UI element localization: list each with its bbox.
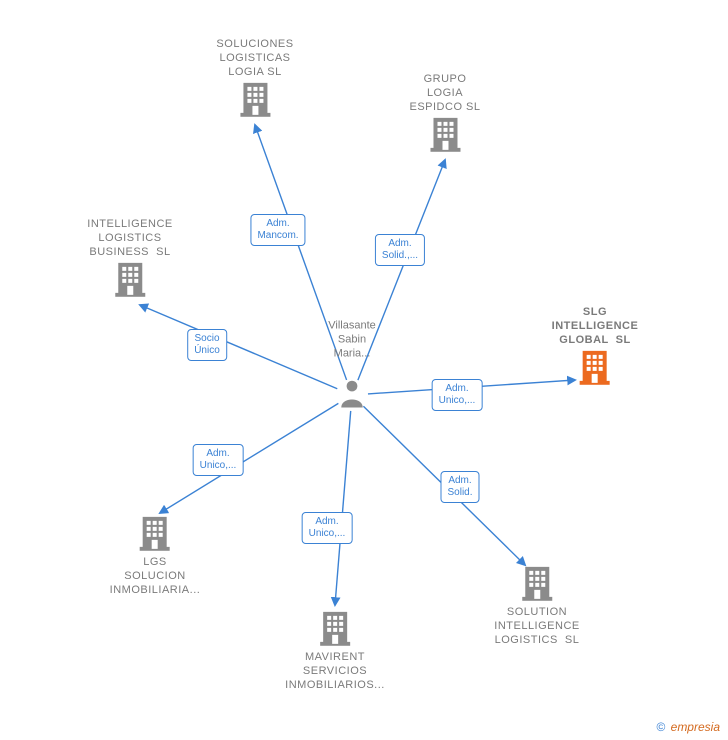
edge-line [160,403,338,513]
edge-line [140,305,337,389]
building-icon [110,515,201,556]
node-mavirent[interactable]: MAVIRENT SERVICIOS INMOBILIARIOS... [285,608,385,692]
edge-label: Adm. Unico,... [302,512,353,544]
copyright-symbol: © [656,720,665,734]
network-diagram: Villasante Sabin Maria... SOLUCIONES LOG… [0,0,728,740]
brand-name: empresia [671,720,720,734]
node-label: MAVIRENT SERVICIOS INMOBILIARIOS... [285,651,385,692]
edge-label: Adm. Solid.,... [375,234,425,266]
node-label: SOLUTION INTELLIGENCE LOGISTICS SL [494,606,579,647]
node-label: LGS SOLUCION INMOBILIARIA... [110,556,201,597]
building-icon [216,81,293,122]
building-icon [552,349,639,390]
center-node[interactable] [339,378,365,413]
node-sol_int[interactable]: SOLUTION INTELLIGENCE LOGISTICS SL [494,563,579,647]
edge-label: Socio Único [187,329,227,361]
building-icon [285,610,385,651]
footer-credit: © empresia [656,720,720,734]
node-sol_log[interactable]: SOLUCIONES LOGISTICAS LOGIA SL [216,38,293,122]
edge-label: Adm. Solid. [440,471,479,503]
person-icon [339,378,365,413]
center-node-label: Villasante Sabin Maria... [328,319,376,360]
node-label: SLG INTELLIGENCE GLOBAL SL [552,306,639,347]
node-label: SOLUCIONES LOGISTICAS LOGIA SL [216,38,293,79]
node-lgs[interactable]: LGS SOLUCION INMOBILIARIA... [110,513,201,597]
building-icon [87,261,172,302]
building-icon [494,565,579,606]
edge-line [335,411,351,605]
building-icon [409,116,480,157]
node-int_log[interactable]: INTELLIGENCE LOGISTICS BUSINESS SL [87,218,172,302]
node-label: INTELLIGENCE LOGISTICS BUSINESS SL [87,218,172,259]
node-grupo[interactable]: GRUPO LOGIA ESPIDCO SL [409,73,480,157]
node-slg[interactable]: SLG INTELLIGENCE GLOBAL SL [552,306,639,390]
edge-label: Adm. Unico,... [193,444,244,476]
node-label: GRUPO LOGIA ESPIDCO SL [409,73,480,114]
edge-label: Adm. Mancom. [250,214,305,246]
edge-label: Adm. Unico,... [432,379,483,411]
